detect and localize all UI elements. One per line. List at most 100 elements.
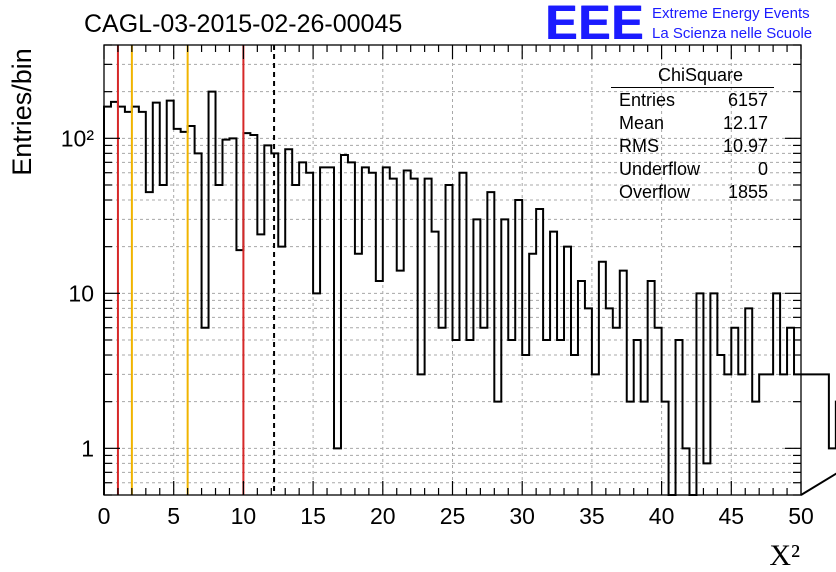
histogram-bin — [243, 133, 250, 495]
histogram-bin — [773, 293, 780, 495]
histogram-bin — [153, 103, 160, 495]
histogram-bin — [369, 173, 376, 495]
histogram-bin — [222, 140, 229, 495]
histogram-bin — [627, 402, 634, 495]
x-tick-label: 15 — [300, 503, 326, 529]
histogram-bin — [334, 448, 341, 495]
histogram-bin — [501, 219, 508, 495]
histogram-bin — [202, 328, 209, 495]
histogram-bin — [564, 247, 571, 495]
stats-value: 1855 — [727, 182, 768, 202]
histogram-bin — [229, 138, 236, 495]
y-axis: 1 10 10² — [61, 44, 801, 496]
run-title: CAGL-03-2015-02-26-00045 — [84, 10, 403, 38]
histogram-bin — [543, 340, 550, 495]
histogram-bin — [313, 293, 320, 495]
x-axis: 0 5 10 15 20 25 30 35 40 45 50 — [98, 45, 814, 529]
histogram-bin — [390, 179, 397, 495]
x-axis-label: X² — [769, 539, 800, 572]
histogram-bin — [362, 167, 369, 495]
histogram-bin — [592, 374, 599, 495]
histogram-bin — [306, 173, 313, 495]
stats-label: Entries — [619, 90, 676, 110]
histogram-bin — [146, 192, 153, 495]
histogram-bin — [118, 107, 125, 495]
histogram-bin — [264, 145, 271, 495]
stats-value: 12.17 — [722, 113, 768, 133]
x-tick-label: 25 — [440, 503, 466, 529]
stats-row-underflow: Underflow 0 — [611, 158, 774, 181]
histogram-bin — [411, 179, 418, 495]
x-tick-label: 40 — [649, 503, 675, 529]
histogram-bin — [606, 308, 613, 495]
x-tick-label: 20 — [370, 503, 396, 529]
histogram-bin — [453, 340, 460, 495]
histogram-bin — [522, 355, 529, 495]
histogram-bin — [139, 112, 146, 495]
histogram-bin — [466, 340, 473, 495]
stats-value: 6157 — [727, 90, 768, 110]
histogram-bin — [745, 308, 752, 495]
histogram-bin — [404, 171, 411, 495]
eee-logo-text: Extreme Energy Events La Scienza nelle S… — [652, 4, 812, 44]
histogram-bin — [348, 162, 355, 495]
histogram-outline — [103, 90, 836, 496]
histogram-bin — [655, 328, 662, 495]
histogram-bin — [278, 247, 285, 495]
histogram-bins — [103, 90, 836, 496]
x-tick-label: 30 — [509, 503, 535, 529]
stats-label: RMS — [619, 136, 659, 156]
eee-logo: EEE Extreme Energy Events La Scienza nel… — [545, 0, 812, 48]
histogram-bin — [641, 402, 648, 495]
stats-title: ChiSquare — [657, 65, 744, 85]
histogram-bin — [160, 185, 167, 495]
x-tick-label: 0 — [98, 503, 111, 529]
histogram-bin — [536, 209, 543, 495]
histogram-bin — [397, 271, 404, 495]
y-tick-label: 10² — [61, 125, 95, 151]
histogram-bin — [550, 232, 557, 495]
histogram-bin — [446, 185, 453, 495]
histogram-bin — [181, 132, 188, 495]
x-tick-label: 35 — [579, 503, 605, 529]
histogram-bin — [494, 402, 501, 495]
histogram-bin — [759, 374, 766, 495]
histogram-bin — [780, 374, 787, 495]
histogram-bin — [676, 340, 683, 495]
histogram-bin — [613, 328, 620, 495]
histogram-bin — [418, 374, 425, 495]
histogram-bin — [432, 232, 439, 495]
stats-row-entries: Entries 6157 — [611, 89, 774, 112]
stats-box: ChiSquare Entries 6157 Mean 12.17 RMS 10… — [611, 63, 774, 204]
histogram-bin — [731, 328, 738, 495]
histogram-bin — [683, 448, 690, 495]
stats-label: Mean — [619, 113, 665, 133]
stats-row-overflow: Overflow 1855 — [611, 181, 774, 204]
histogram-bin — [738, 374, 745, 495]
histogram-bin — [696, 293, 703, 495]
stats-label: Overflow — [619, 182, 691, 202]
histogram-bin — [710, 293, 717, 495]
histogram-bin — [125, 112, 132, 495]
histogram-bin — [285, 149, 292, 495]
stats-row-mean: Mean 12.17 — [611, 112, 774, 135]
logo-line-2: La Scienza nelle Scuole — [652, 25, 813, 42]
histogram-bin — [299, 162, 306, 495]
histogram-bin — [292, 185, 299, 495]
x-tick-label: 50 — [788, 503, 814, 529]
histogram-bin — [250, 135, 257, 495]
histogram-bin — [766, 374, 773, 495]
histogram-bin — [571, 355, 578, 495]
histogram-bin — [236, 250, 243, 495]
histogram-bin — [216, 185, 223, 495]
histogram-bin — [634, 340, 641, 495]
histogram-bin — [341, 155, 348, 495]
histogram-bin — [508, 340, 515, 495]
histogram-bin — [188, 126, 195, 495]
histogram-bin — [480, 328, 487, 495]
histogram-bin — [355, 254, 362, 495]
histogram-bin — [752, 402, 759, 495]
x-tick-label: 10 — [231, 503, 257, 529]
histogram-bin — [132, 107, 139, 495]
histogram-bin — [195, 153, 202, 495]
